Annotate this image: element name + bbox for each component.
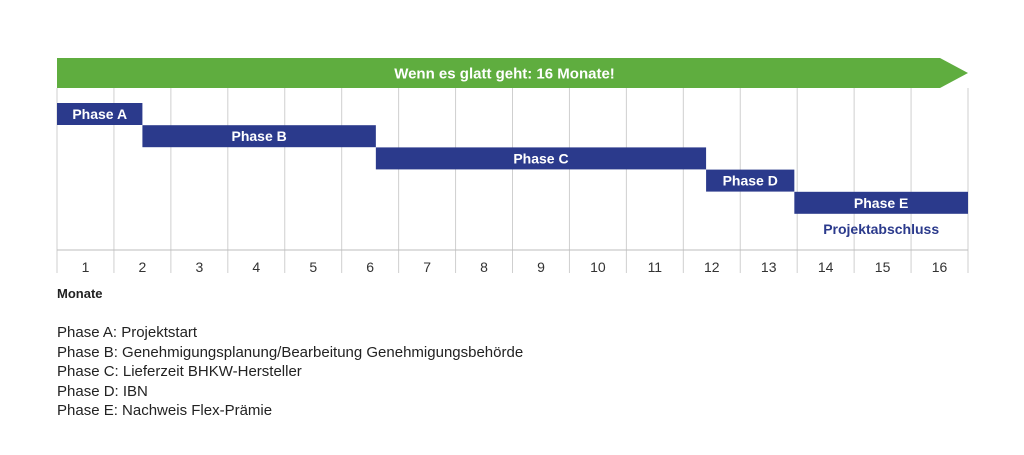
x-axis-label: Monate [57, 286, 103, 301]
bar-phase-b [142, 125, 376, 148]
x-tick-label: 15 [875, 259, 891, 275]
bar-label-phase-b: Phase B [232, 128, 287, 144]
legend-item-phase-e: Phase E: Nachweis Flex-Prämie [57, 402, 273, 419]
x-tick-label: 12 [704, 259, 720, 275]
x-tick-label: 1 [82, 259, 90, 275]
x-tick-label: 4 [252, 259, 260, 275]
x-tick-label: 9 [537, 259, 545, 275]
grid-layer [56, 88, 969, 273]
gantt-chart: Wenn es glatt geht: 16 Monate! Phase APh… [56, 58, 969, 301]
bar-phase-d [706, 169, 795, 192]
banner-label: Wenn es glatt geht: 16 Monate! [394, 66, 615, 83]
x-tick-label: 7 [423, 259, 431, 275]
x-tick-label: 11 [648, 259, 663, 275]
bars-layer: Phase A Phase B Phase C Phase D Phase E Proje… [57, 103, 968, 237]
bar-label-phase-c: Phase C [513, 150, 568, 166]
x-tick-label: 3 [195, 259, 203, 275]
bar-label-phase-e: Phase E [854, 195, 908, 211]
legend-item-phase-b: Phase B: Genehmigungsplanung/Bearbeitung… [57, 343, 524, 361]
x-tick-label: 2 [139, 259, 147, 275]
x-tick-label: 6 [366, 259, 374, 275]
x-tick-label: 5 [309, 259, 317, 275]
x-tick-label: 16 [932, 259, 948, 275]
banner-arrow [57, 58, 968, 88]
legend-item-phase-d: Phase D: IBN [57, 382, 148, 400]
x-tick-label: 13 [761, 259, 777, 275]
legend-item-phase-c: Phase C: Lieferzeit BHKW-Hersteller [57, 363, 302, 380]
phase-legend: Phase A: Projektstart Phase B: Genehmigu… [57, 323, 523, 421]
bar-phase-c [375, 147, 707, 170]
projektabschluss-label: Projektabschluss [823, 221, 939, 237]
x-tick-label: 10 [590, 259, 606, 275]
x-tick-label: 8 [480, 259, 488, 275]
x-tick-label: 14 [818, 259, 834, 275]
bar-label-phase-d: Phase D [723, 173, 778, 189]
bar-phase-a [57, 103, 143, 125]
banner-layer: Wenn es glatt geht: 16 Monate! [57, 58, 968, 88]
bar-label-phase-a: Phase A [72, 106, 127, 122]
bar-phase-e [794, 191, 968, 214]
legend-item-phase-a: Phase A: Projektstart [57, 324, 198, 341]
